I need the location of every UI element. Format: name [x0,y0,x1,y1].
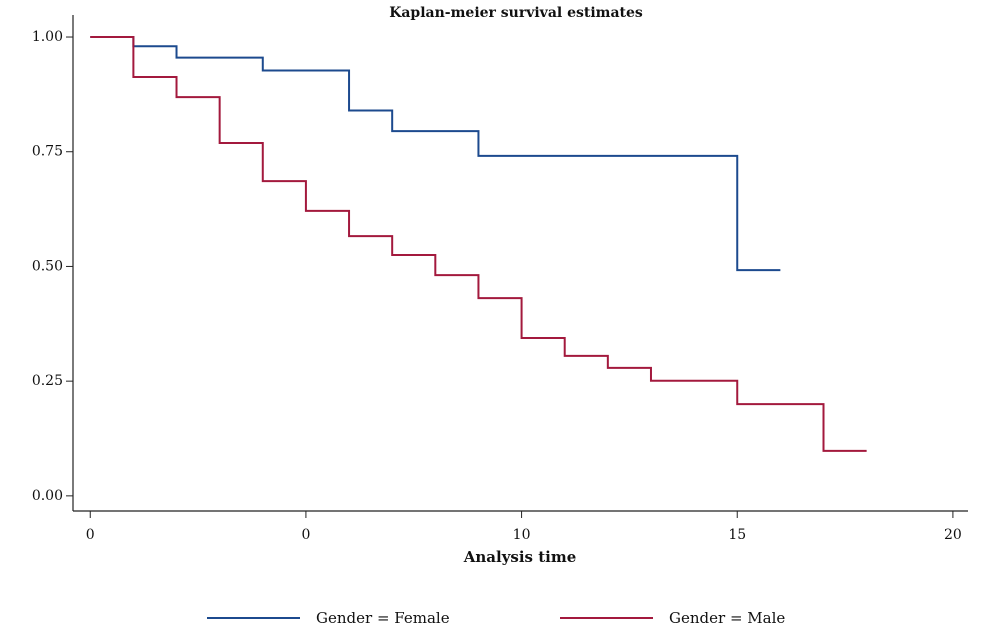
x-tick-label: 20 [944,527,962,543]
legend-label: Gender = Female [316,609,450,627]
y-tick-label: 1.00 [32,29,63,45]
x-axis-label: Analysis time [463,548,577,566]
x-tick-label: 10 [513,527,531,543]
x-tick-label: 0 [301,527,310,543]
y-tick-label: 0.75 [32,144,63,160]
x-tick-label: 15 [728,527,746,543]
x-tick-label: 0 [86,527,95,543]
chart-title: Kaplan-meier survival estimates [389,5,643,21]
y-tick-label: 0.50 [32,258,63,274]
y-tick-label: 0.25 [32,373,63,389]
survival-curve [90,36,867,452]
survival-curve [90,36,781,272]
legend-label: Gender = Male [669,609,785,627]
y-tick-label: 0.00 [32,488,63,504]
